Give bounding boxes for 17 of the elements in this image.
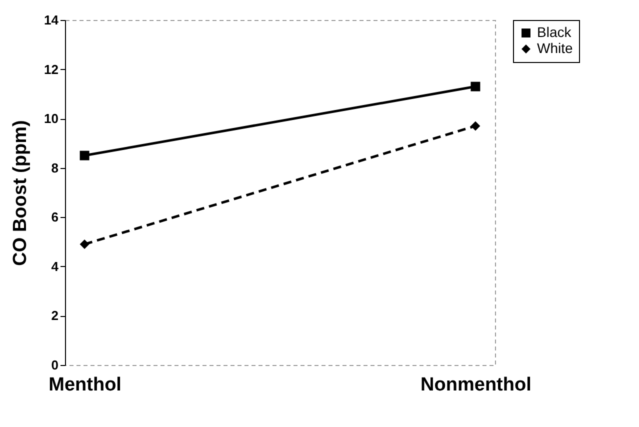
y-tick-label: 14 [44, 12, 60, 28]
point [470, 121, 480, 131]
y-tick-label: 8 [51, 160, 58, 176]
legend-label: Black [537, 24, 572, 40]
y-tick-label: 2 [51, 308, 58, 324]
x-tick-label: Nonmenthol [420, 374, 532, 396]
point [470, 82, 480, 92]
y-tick-label: 6 [51, 210, 58, 225]
point [80, 240, 90, 249]
y-axis-title: CO Boost (ppm) [10, 120, 32, 266]
legend-label: White [537, 40, 573, 56]
point [80, 150, 90, 160]
y-tick-label: 0 [51, 358, 58, 372]
y-tick-label: 10 [44, 111, 58, 126]
y-tick-label: 12 [44, 62, 58, 77]
x-tick-label: Menthol [48, 374, 122, 396]
y-tick-label: 4 [51, 258, 60, 274]
